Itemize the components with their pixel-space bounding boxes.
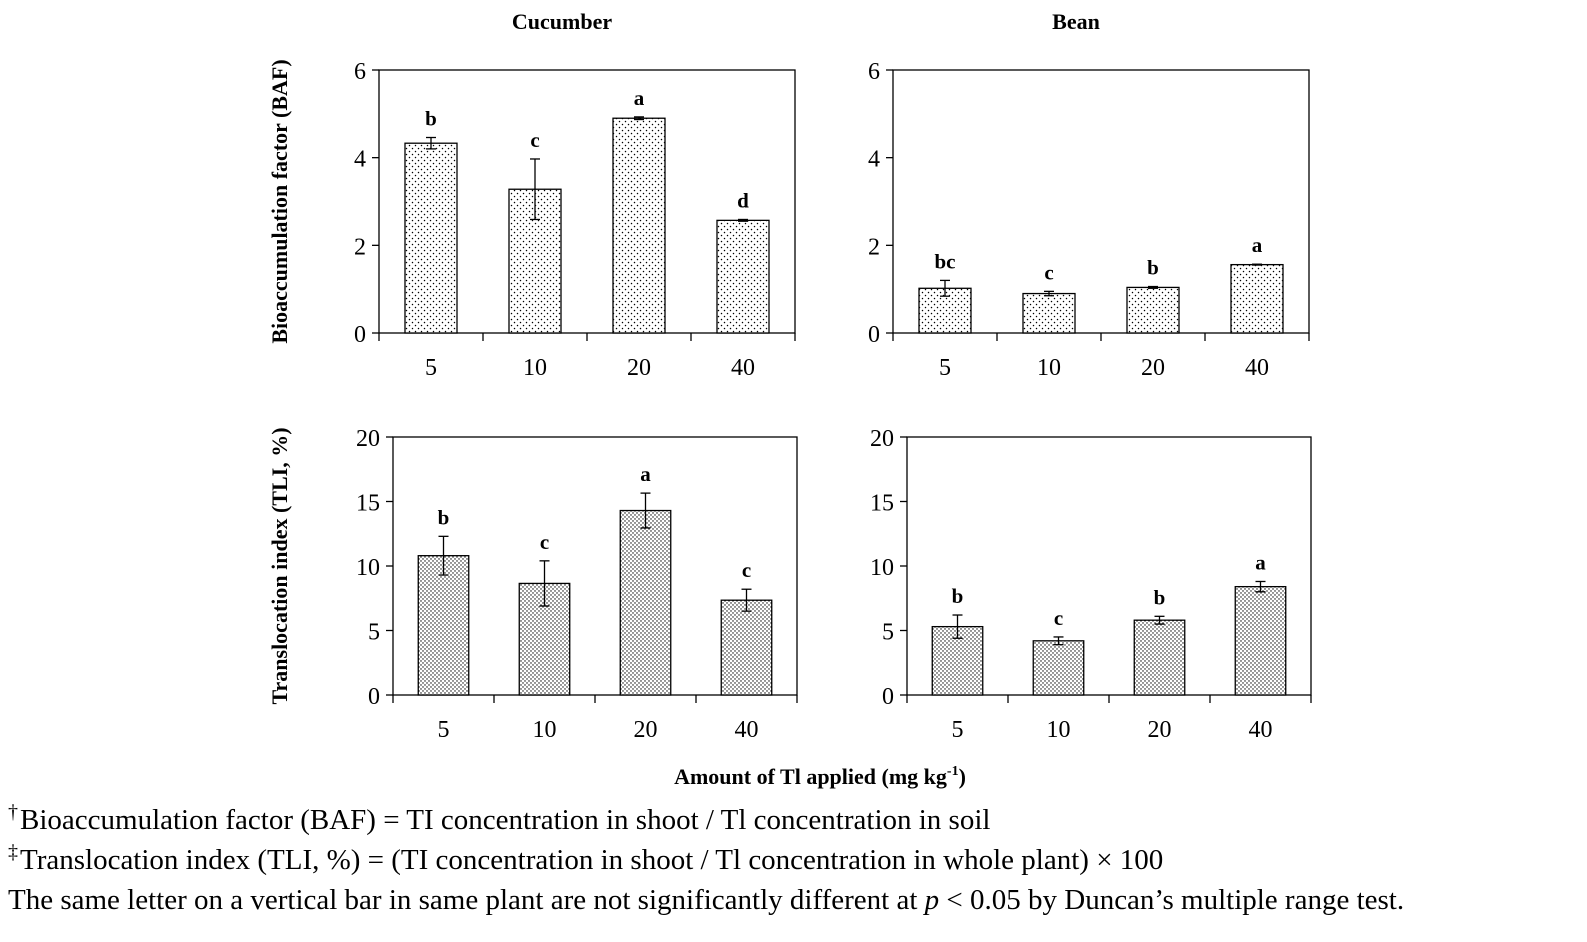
shared-x-axis-label: Amount of Tl applied (mg kg-1)	[674, 764, 966, 789]
x-tick-label: 40	[1249, 717, 1273, 743]
bar	[1126, 286, 1180, 334]
y-tick-label: 0	[368, 684, 380, 710]
y-tick-label: 6	[868, 59, 880, 85]
footnote-duncan: The same letter on a vertical bar in sam…	[8, 880, 1583, 920]
y-tick-label: 6	[354, 59, 366, 85]
footnotes: †Bioaccumulation factor (BAF) = TI conce…	[8, 800, 1583, 920]
x-tick-label: 40	[731, 355, 755, 381]
cucumber-baf-panel: 0 2 4 6 b 5 c 10 a 20 d 40 Cucumber Bioaccumulation f…	[267, 9, 796, 381]
bar	[720, 599, 773, 696]
y-tick-label: 2	[354, 234, 366, 260]
y-tick-label: 4	[868, 147, 880, 173]
significance-letter: b	[1147, 256, 1159, 280]
significance-letter: b	[438, 505, 450, 529]
panel-title: Cucumber	[512, 9, 612, 34]
x-tick-label: 10	[1047, 717, 1071, 743]
shared-x-axis-label-text: Amount of Tl applied (mg kg	[674, 764, 947, 789]
bar	[404, 142, 458, 334]
x-tick-label: 20	[627, 355, 651, 381]
y-tick-label: 5	[882, 620, 894, 646]
bar	[619, 509, 672, 696]
y-tick-label: 4	[354, 147, 366, 173]
significance-letter: b	[1154, 585, 1166, 609]
significance-letter: b	[425, 107, 437, 131]
x-tick-label: 10	[533, 717, 557, 743]
bar	[1022, 292, 1076, 334]
footnote-tli-mark: ‡	[8, 841, 18, 863]
significance-letter: c	[530, 128, 539, 152]
footnote-tli-text: Translocation index (TLI, %) = (TI conce…	[20, 844, 1164, 876]
footnote-baf-mark: †	[8, 801, 18, 823]
shared-x-axis-label-superscript: -1	[947, 764, 959, 779]
x-tick-label: 5	[952, 717, 964, 743]
significance-letter: bc	[935, 249, 956, 273]
y-tick-label: 20	[356, 426, 380, 452]
panel-title: Bean	[1052, 9, 1100, 34]
significance-letter: a	[634, 86, 645, 110]
x-tick-label: 20	[1148, 717, 1172, 743]
significance-letter: a	[1255, 550, 1266, 574]
y-tick-label: 15	[356, 491, 380, 517]
bar	[612, 117, 666, 334]
y-tick-label: 10	[870, 555, 894, 581]
footnote-duncan-after: < 0.05 by Duncan’s multiple range test.	[939, 884, 1405, 916]
x-tick-label: 5	[438, 717, 450, 743]
significance-letter: c	[540, 530, 549, 554]
x-tick-label: 40	[1245, 355, 1269, 381]
y-tick-label: 15	[870, 491, 894, 517]
footnote-duncan-p: p	[924, 884, 940, 916]
bar	[1032, 640, 1085, 696]
x-tick-label: 40	[735, 717, 759, 743]
significance-letter: c	[1044, 260, 1053, 284]
bar	[1133, 619, 1186, 696]
significance-letter: c	[742, 558, 751, 582]
footnote-baf-text: Bioaccumulation factor (BAF) = TI concen…	[20, 804, 991, 836]
bar	[417, 555, 470, 696]
shared-x-axis-label-suffix: )	[959, 764, 966, 789]
x-tick-label: 10	[1037, 355, 1061, 381]
significance-letter: a	[1252, 233, 1263, 257]
significance-letter: b	[952, 584, 964, 608]
significance-letter: a	[640, 462, 651, 486]
y-axis-label: Bioaccumulation factor (BAF)	[267, 59, 292, 343]
cucumber-tli-panel: 0 5 10 15 20 b 5 c 10 a 20 c 40 Translocation index (…	[267, 426, 798, 743]
x-tick-label: 10	[523, 355, 547, 381]
bar	[1234, 585, 1287, 696]
footnote-tli: ‡Translocation index (TLI, %) = (TI conc…	[8, 840, 1583, 880]
bean-baf-panel: 0 2 4 6 bc 5 c 10 b 20 a 40 Bean	[868, 9, 1310, 381]
bean-tli-panel: 0 5 10 15 20 b 5 c 10 b 20 a 40	[870, 426, 1312, 743]
y-tick-label: 5	[368, 620, 380, 646]
y-tick-label: 0	[882, 684, 894, 710]
x-tick-label: 20	[634, 717, 658, 743]
y-tick-label: 2	[868, 234, 880, 260]
significance-letter: d	[737, 188, 749, 212]
y-tick-label: 20	[870, 426, 894, 452]
y-tick-label: 0	[868, 322, 880, 348]
y-tick-label: 10	[356, 555, 380, 581]
x-tick-label: 5	[939, 355, 951, 381]
x-tick-label: 20	[1141, 355, 1165, 381]
significance-letter: c	[1054, 606, 1063, 630]
footnote-baf: †Bioaccumulation factor (BAF) = TI conce…	[8, 800, 1583, 840]
footnote-duncan-before: The same letter on a vertical bar in sam…	[8, 884, 925, 916]
y-tick-label: 0	[354, 322, 366, 348]
x-tick-label: 5	[425, 355, 437, 381]
bar	[1230, 263, 1284, 334]
bar	[716, 219, 770, 334]
y-axis-label: Translocation index (TLI, %)	[267, 427, 292, 704]
